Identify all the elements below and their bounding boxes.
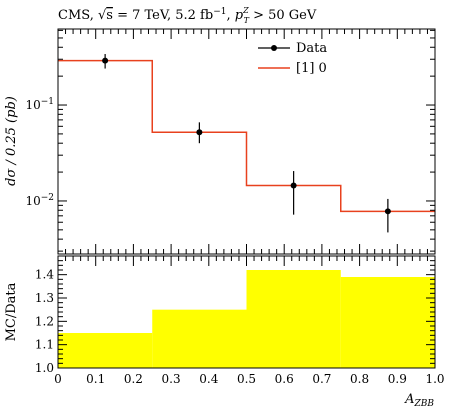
x-tick-label: 0 bbox=[54, 372, 62, 386]
ratio-band-bar bbox=[152, 309, 247, 368]
ratio-band-bar bbox=[340, 277, 435, 368]
x-tick-label: 0.1 bbox=[86, 372, 105, 386]
main-frame bbox=[57, 28, 436, 255]
ratio-frame bbox=[57, 255, 436, 369]
x-tick-label: 0.7 bbox=[312, 372, 331, 386]
ratio-y-tick-label: 1.2 bbox=[35, 314, 54, 328]
ratio-y-tick-label: 1.4 bbox=[35, 268, 54, 282]
mc-step-line bbox=[58, 59, 435, 213]
ratio-y-tick-label: 1.0 bbox=[35, 361, 54, 375]
x-axis-label: AZBB bbox=[404, 392, 434, 407]
x-tick-label: 0.3 bbox=[162, 372, 181, 386]
chart-title: CMS, √s = 7 TeV, 5.2 fb−1, pZ T > 50 GeV bbox=[58, 6, 317, 25]
data-point bbox=[384, 208, 391, 215]
legend-data-marker bbox=[271, 45, 277, 51]
ratio-y-axis-label: MC/Data bbox=[4, 282, 19, 341]
x-tick-label: 1.0 bbox=[425, 372, 444, 386]
main-y-tick-label: 10−2 bbox=[25, 193, 54, 208]
data-point bbox=[290, 182, 297, 189]
main-y-tick-label: 10−1 bbox=[25, 97, 54, 112]
x-tick-label: 0.2 bbox=[124, 372, 143, 386]
x-tick-label: 0.6 bbox=[275, 372, 294, 386]
ratio-band-bar bbox=[246, 270, 341, 368]
ratio-y-tick-label: 1.1 bbox=[35, 338, 54, 352]
legend-mc-label: [1] 0 bbox=[296, 61, 327, 76]
sqrt-symbol: √ bbox=[98, 8, 107, 23]
ratio-y-tick-label: 1.3 bbox=[35, 291, 54, 305]
ratio-band-bar bbox=[58, 333, 153, 368]
x-tick-label: 0.5 bbox=[237, 372, 256, 386]
legend-data-label: Data bbox=[296, 41, 327, 56]
main-panel: 10−1 10−2 bbox=[25, 28, 436, 255]
main-y-axis-label: dσ / 0.25 (pb) bbox=[4, 96, 19, 186]
data-point bbox=[102, 57, 109, 64]
x-tick-label: 0.4 bbox=[199, 372, 218, 386]
x-tick-label: 0.8 bbox=[350, 372, 369, 386]
legend: Data [1] 0 bbox=[258, 41, 327, 76]
x-tick-label: 0.9 bbox=[388, 372, 407, 386]
data-point bbox=[196, 129, 203, 136]
ratio-panel: 1.0 1.1 1.2 1.3 1.4 0 0.1 0.2 0.3 0.4 0.5 0.6 0.7 0.8… bbox=[35, 255, 445, 386]
